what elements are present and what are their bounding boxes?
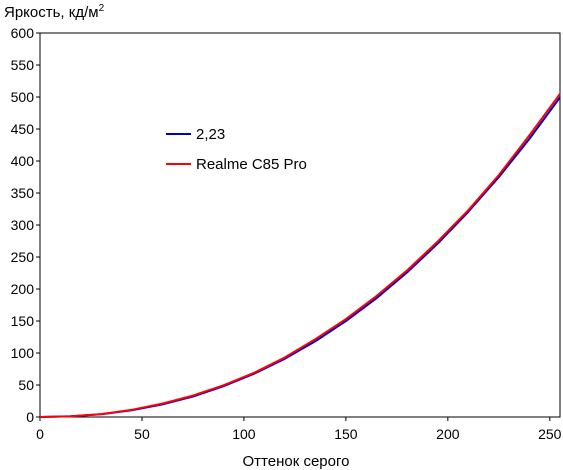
x-tick-label: 100 (232, 426, 256, 442)
y-axis-label: Яркость, кд/м2 (4, 3, 105, 21)
y-axis-ticks: 0 50 100 150 200 250 300 350 400 450 500 550 600 (11, 25, 40, 425)
y-tick-label: 50 (18, 377, 34, 393)
x-tick-label: 0 (36, 426, 44, 442)
y-tick-label: 200 (11, 281, 35, 297)
plot-border (39, 32, 561, 418)
series-layer (39, 93, 561, 418)
x-tick-label: 50 (134, 426, 150, 442)
y-axis-label-text: Яркость, кд/м (4, 4, 99, 21)
y-tick-label: 500 (11, 89, 35, 105)
y-axis-label-superscript: 2 (99, 3, 105, 14)
series-line-0 (39, 96, 561, 418)
x-axis-label: Оттенок серого (243, 453, 350, 470)
x-tick-label: 200 (436, 426, 460, 442)
y-tick-label: 150 (11, 313, 35, 329)
legend-label-1: Realme C85 Pro (196, 156, 307, 173)
x-tick-label: 250 (538, 426, 562, 442)
plot-area (39, 32, 561, 418)
y-tick-label: 0 (26, 409, 34, 425)
legend: 2,23 Realme C85 Pro (166, 126, 307, 173)
legend-label-0: 2,23 (196, 126, 225, 143)
y-tick-label: 450 (11, 121, 35, 137)
y-tick-label: 600 (11, 25, 35, 41)
y-tick-label: 400 (11, 153, 35, 169)
y-tick-label: 550 (11, 57, 35, 73)
y-tick-label: 300 (11, 217, 35, 233)
x-tick-label: 150 (334, 426, 358, 442)
y-tick-label: 100 (11, 345, 35, 361)
y-tick-label: 350 (11, 185, 35, 201)
x-axis-ticks: 0 50 100 150 200 250 (36, 417, 562, 442)
series-line-1 (39, 93, 561, 418)
y-tick-label: 250 (11, 249, 35, 265)
